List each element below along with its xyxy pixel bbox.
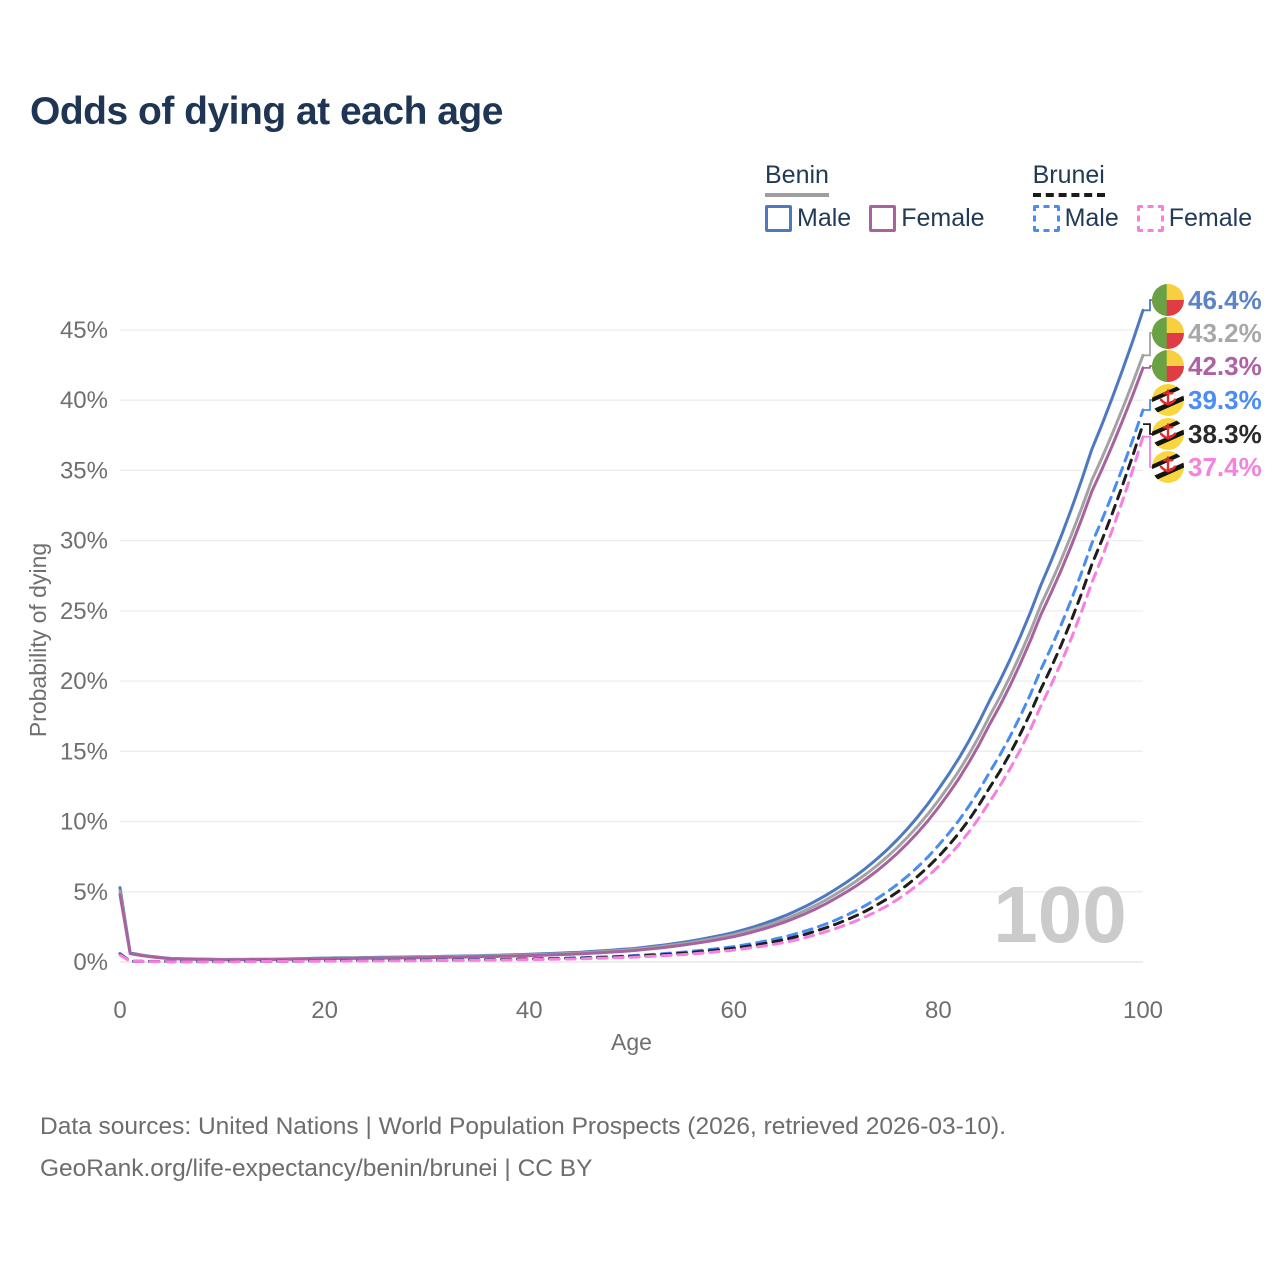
end-label-value-brunei-male: 39.3% (1188, 385, 1262, 415)
brunei-male-swatch-icon (1032, 204, 1060, 232)
legend-label-brunei-female: Female (1168, 203, 1253, 232)
brunei-flag-icon (1152, 384, 1184, 416)
x-tick-label: 40 (516, 997, 543, 1024)
legend-label-benin-female: Female (901, 203, 985, 232)
watermark: 100 (993, 870, 1126, 959)
benin-flag-icon (1152, 350, 1184, 382)
legend: Benin Male Female Brunei Male Female (765, 161, 1253, 233)
footer-attribution: GeoRank.org/life-expectancy/benin/brunei… (40, 1154, 593, 1182)
y-tick-label: 25% (60, 598, 108, 625)
y-tick-label: 0% (73, 949, 108, 976)
x-axis-title: Age (611, 1029, 652, 1055)
page-title: Odds of dying at each age (30, 90, 503, 133)
y-tick-label: 15% (60, 738, 108, 765)
mortality-line-chart: 0% 5% 10% 15% 20% 25% 30% 35% 40% 45% 0 20 40 60 80 100… (25, 284, 1262, 1055)
footer: Data sources: United Nations | World Pop… (40, 1106, 1006, 1189)
y-tick-label: 45% (60, 317, 108, 344)
end-label-value-brunei-female: 37.4% (1188, 452, 1262, 482)
benin-flag-icon (1152, 317, 1184, 349)
legend-items-brunei: Male Female (1032, 203, 1253, 233)
y-tick-label: 40% (60, 387, 108, 414)
y-tick-label: 30% (60, 528, 108, 555)
legend-group-benin: Benin Male Female (765, 161, 985, 233)
end-label-value-brunei-both: 38.3% (1188, 419, 1262, 449)
y-tick-label: 35% (60, 457, 108, 484)
y-axis-title: Probability of dying (25, 543, 51, 737)
benin-flag-icon (1152, 284, 1184, 316)
series-line-benin-both[interactable] (118, 353, 1145, 962)
end-label-leader-benin-male (1143, 299, 1153, 312)
y-tick-label: 5% (73, 879, 108, 906)
x-tick-label: 60 (720, 997, 747, 1024)
end-label-leader-benin-both (1143, 332, 1153, 357)
legend-item-benin-male[interactable]: Male (765, 204, 851, 233)
end-label-leader-brunei-female (1143, 435, 1153, 468)
y-tick-label: 10% (60, 809, 108, 836)
series-line-benin-female[interactable] (118, 366, 1145, 962)
end-label-value-benin-both: 43.2% (1188, 318, 1262, 348)
x-tick-label: 80 (925, 997, 952, 1024)
legend-label-benin-male: Male (797, 203, 852, 232)
footer-data-sources: Data sources: United Nations | World Pop… (40, 1113, 1007, 1140)
legend-item-brunei-female[interactable]: Female (1136, 203, 1253, 233)
x-tick-label: 0 (113, 997, 126, 1024)
brunei-flag-icon (1152, 418, 1184, 450)
series-line-brunei-female[interactable] (118, 435, 1145, 964)
legend-item-benin-female[interactable]: Female (869, 203, 985, 233)
legend-group-brunei: Brunei Male Female (1032, 161, 1253, 233)
legend-items-benin: Male Female (765, 204, 985, 233)
end-label-value-benin-female: 42.3% (1188, 351, 1262, 381)
end-label-leader-benin-female (1143, 365, 1153, 369)
legend-country-brunei[interactable]: Brunei (1032, 161, 1105, 197)
legend-label-brunei-male: Male (1064, 203, 1119, 232)
legend-country-benin[interactable]: Benin (765, 161, 829, 197)
end-label-value-benin-male: 46.4% (1188, 285, 1262, 315)
end-label-leader-brunei-male (1143, 399, 1153, 411)
series-line-brunei-male[interactable] (118, 408, 1145, 964)
x-tick-label: 20 (311, 997, 338, 1024)
brunei-female-swatch-icon (1136, 204, 1164, 232)
series-line-brunei-both[interactable] (118, 422, 1145, 964)
benin-male-swatch-icon (765, 204, 792, 232)
series-line-benin-male[interactable] (118, 308, 1145, 961)
x-tick-label: 100 (1123, 997, 1163, 1024)
y-tick-label: 20% (60, 668, 108, 695)
end-label-leader-brunei-both (1143, 423, 1153, 435)
benin-female-swatch-icon (869, 204, 897, 232)
legend-item-brunei-male[interactable]: Male (1032, 203, 1119, 233)
brunei-flag-icon (1152, 451, 1184, 483)
